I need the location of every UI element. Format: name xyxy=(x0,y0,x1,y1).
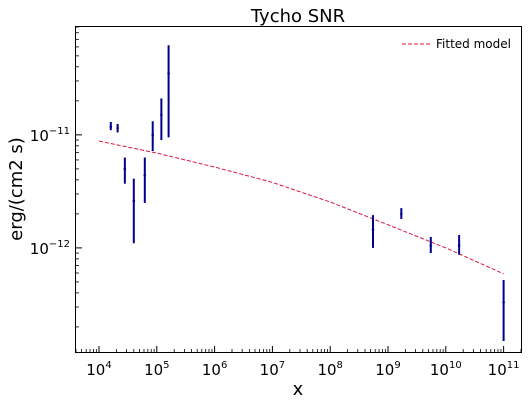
data-point xyxy=(143,173,147,177)
data-point xyxy=(109,125,113,129)
legend-label: Fitted model xyxy=(436,37,511,51)
x-tick-label: 108 xyxy=(317,360,342,379)
x-tick-label: 1011 xyxy=(488,360,520,379)
data-point xyxy=(160,113,163,117)
data-point xyxy=(132,199,136,203)
chart-title: Tycho SNR xyxy=(250,6,345,27)
data-point xyxy=(457,244,461,247)
data-point xyxy=(151,133,155,137)
x-tick-label: 1010 xyxy=(430,360,462,379)
data-point xyxy=(123,167,127,171)
plot-frame xyxy=(75,26,522,353)
x-tick-label: 104 xyxy=(86,360,111,379)
x-tick-label: 105 xyxy=(144,360,169,379)
data-point xyxy=(429,244,433,247)
data-point xyxy=(502,301,505,304)
data-point xyxy=(116,126,119,130)
axis-ticks: 104 105 106 107 108 109 1010 1011 10−11 10−12 xyxy=(30,26,522,379)
y-axis-label: erg/(cm2 s) xyxy=(6,137,27,241)
y-tick-label: 10−11 xyxy=(30,126,70,145)
x-tick-label: 109 xyxy=(375,360,400,379)
x-axis-label: x xyxy=(293,379,304,400)
legend: Fitted model xyxy=(402,37,511,51)
fitted-model-line xyxy=(98,140,504,275)
x-tick-label: 106 xyxy=(202,360,227,379)
chart-marks xyxy=(98,45,505,342)
data-point xyxy=(400,212,403,216)
y-tick-label: 10−12 xyxy=(30,239,70,258)
data-point xyxy=(167,72,170,75)
data-point xyxy=(371,228,375,231)
x-tick-label: 107 xyxy=(260,360,285,379)
